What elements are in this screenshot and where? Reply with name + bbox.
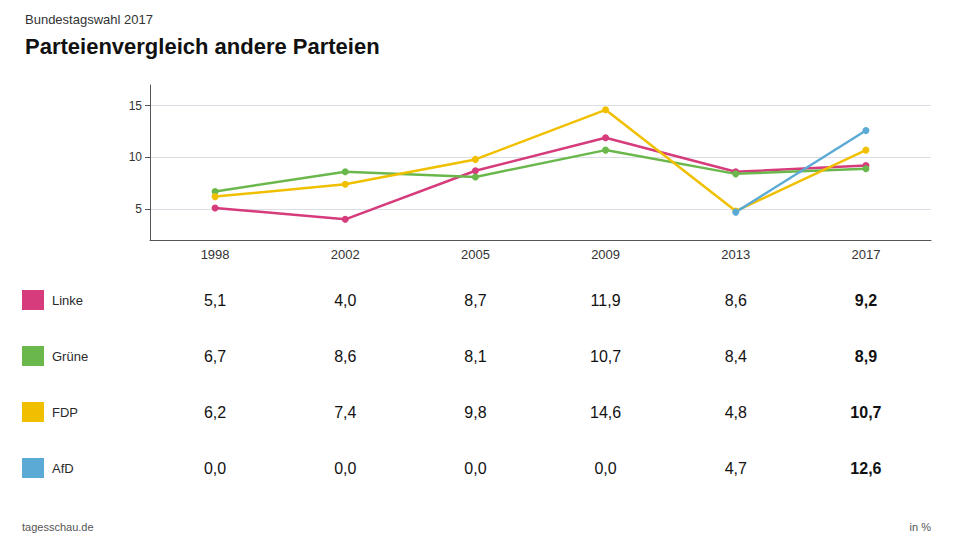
svg-text:14,6: 14,6	[590, 404, 621, 421]
svg-text:8,1: 8,1	[464, 348, 486, 365]
svg-text:1998: 1998	[201, 247, 230, 262]
svg-text:9,8: 9,8	[464, 404, 486, 421]
svg-text:2002: 2002	[331, 247, 360, 262]
svg-text:8,6: 8,6	[334, 348, 356, 365]
svg-text:7,4: 7,4	[334, 404, 356, 421]
svg-text:8,4: 8,4	[725, 348, 747, 365]
svg-text:4,0: 4,0	[334, 292, 356, 309]
svg-text:10,7: 10,7	[590, 348, 621, 365]
svg-text:0,0: 0,0	[204, 460, 226, 477]
svg-text:2017: 2017	[851, 247, 880, 262]
svg-text:Bundestagswahl 2017: Bundestagswahl 2017	[25, 12, 153, 27]
svg-text:2005: 2005	[461, 247, 490, 262]
svg-text:8,6: 8,6	[725, 292, 747, 309]
svg-text:10,7: 10,7	[850, 404, 881, 421]
svg-text:0,0: 0,0	[334, 460, 356, 477]
svg-text:5: 5	[135, 202, 142, 216]
svg-text:10: 10	[129, 150, 143, 164]
svg-text:9,2: 9,2	[855, 292, 877, 309]
svg-text:4,8: 4,8	[725, 404, 747, 421]
svg-text:in %: in %	[910, 521, 932, 533]
svg-text:8,9: 8,9	[855, 348, 877, 365]
svg-text:2009: 2009	[591, 247, 620, 262]
svg-text:Parteienvergleich andere Parte: Parteienvergleich andere Parteien	[25, 34, 380, 59]
svg-text:Linke: Linke	[52, 293, 83, 308]
svg-text:tagesschau.de: tagesschau.de	[22, 521, 94, 533]
svg-text:AfD: AfD	[52, 461, 74, 476]
svg-text:8,7: 8,7	[464, 292, 486, 309]
svg-text:FDP: FDP	[52, 405, 78, 420]
svg-text:4,7: 4,7	[725, 460, 747, 477]
svg-text:5,1: 5,1	[204, 292, 226, 309]
svg-text:6,2: 6,2	[204, 404, 226, 421]
svg-text:6,7: 6,7	[204, 348, 226, 365]
svg-text:15: 15	[129, 99, 143, 113]
svg-text:12,6: 12,6	[850, 460, 881, 477]
svg-text:2013: 2013	[721, 247, 750, 262]
svg-text:Grüne: Grüne	[52, 349, 88, 364]
svg-text:11,9: 11,9	[591, 292, 621, 309]
svg-text:0,0: 0,0	[464, 460, 486, 477]
svg-text:0,0: 0,0	[594, 460, 616, 477]
